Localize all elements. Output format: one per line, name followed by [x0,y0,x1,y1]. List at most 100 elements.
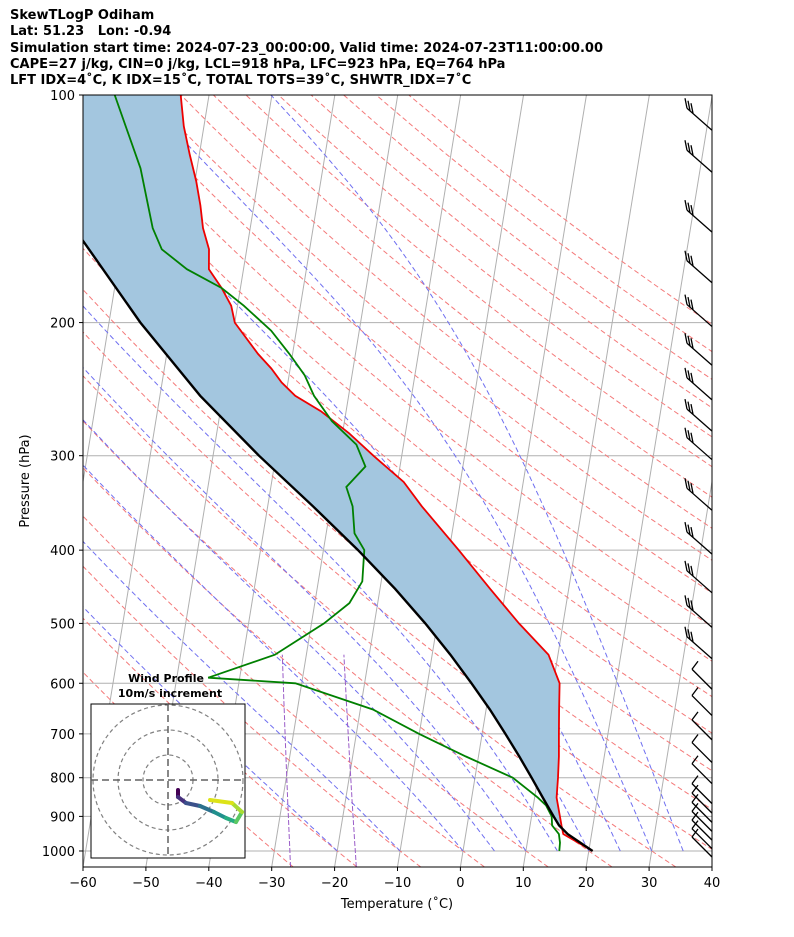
y-axis-label: Pressure (hPa) [18,434,33,527]
y-tick-label: 500 [50,617,75,632]
wind-barb [684,250,713,284]
barb-flag [690,338,694,349]
hodograph-segment [230,801,244,814]
isotherm-30 [648,478,712,867]
barb-flag [691,734,699,743]
barb-staff [686,107,713,131]
mixing-ratio-line [343,654,357,867]
barb-flag [684,98,688,109]
location-line: Lat: 51.23 Lon: -0.94 [10,24,172,40]
barb-staff [686,209,713,233]
barb-flag [687,202,691,213]
barb-flag [687,629,691,640]
y-tick-label: 600 [50,677,75,692]
dry-adiabat [213,95,712,498]
x-tick-label: 0 [456,876,464,891]
barb-flag [687,430,691,441]
barb-flag [690,372,694,383]
moist-adiabat [83,366,527,852]
barb-flag [684,626,688,637]
barb-flag [691,820,699,830]
dry-adiabat [83,617,358,867]
wind-barb [691,711,713,741]
barb-flag [690,299,694,310]
moist-adiabat [270,95,684,852]
isotherm-0 [459,95,587,867]
hodograph-segment [198,804,216,814]
barb-flag [687,370,691,381]
barb-flag [684,595,688,606]
barb-staff [691,810,713,832]
barb-staff [686,604,713,628]
barb-flag [691,793,699,803]
barb-staff [686,408,713,432]
wind-barb [691,820,713,850]
x-tick-label: −20 [321,876,348,891]
y-tick-label: 200 [50,317,75,332]
barb-flag [691,660,699,670]
x-tick-label: −60 [69,876,96,891]
wind-barb [684,478,713,511]
wind-barbs [684,98,713,858]
barb-flag [687,524,691,535]
isotherm-20 [585,95,712,867]
barb-flag [684,333,688,344]
dewpoint-line [113,95,561,852]
wind-barb [691,784,713,814]
barb-staff [691,695,713,717]
barb-staff [691,801,713,823]
axis-layer: −60 −50 −40 −30 −20 −10 0 10 20 30 40 1000 900 800 700… [42,89,720,891]
dry-adiabat [180,95,712,529]
cape-line: CAPE=27 j/kg, CIN=0 j/kg, LCL=918 hPa, L… [10,56,506,72]
barb-flag [684,199,688,211]
wind-barb [684,367,713,401]
y-tick-label: 1000 [42,845,75,860]
barb-flag [691,711,699,721]
dry-adiabat [245,95,712,468]
inset-title: Wind Profile [128,672,204,685]
wind-barb [691,734,713,763]
wind-barb [684,626,713,660]
dry-adiabat [408,95,712,325]
barb-flag [684,478,688,489]
barb-staff [691,836,713,858]
barb-flag [690,145,694,156]
y-tick-label: 700 [50,728,75,743]
barb-flag [687,480,691,491]
y-tick-label: 300 [50,450,75,465]
barb-flag [690,403,694,415]
barb-flag [684,140,688,151]
wind-barb [691,811,713,841]
barb-flag [691,828,699,838]
y-tick-label: 900 [50,810,75,825]
wind-barb [691,828,713,858]
barb-flag [684,367,688,378]
wind-barb [684,560,713,594]
barb-flag [690,103,694,114]
barb-flag [690,565,694,576]
wind-barb [684,595,713,628]
barb-flag [690,600,694,611]
barb-flag [687,597,691,609]
barb-staff [691,783,713,805]
wind-barb [684,294,713,328]
barb-flag [691,755,699,765]
wind-barb [691,775,713,805]
barb-flag [687,142,691,153]
dry-adiabat [83,168,712,698]
dry-adiabat [83,95,712,628]
x-tick-label: −30 [258,876,285,891]
barb-flag [690,631,694,642]
inset-subtitle: 10m/s increment [118,687,222,700]
hodograph-segment [212,810,228,820]
hodograph [91,704,245,858]
wind-barb [691,802,713,832]
chart-title: SkewTLogP Odiham [10,8,155,23]
barb-flag [690,255,694,266]
wind-barb [684,140,713,173]
barb-staff [686,342,713,366]
x-tick-label: −10 [384,876,411,891]
barb-staff [691,668,713,690]
wind-barb [691,755,713,785]
barb-staff [686,260,713,284]
